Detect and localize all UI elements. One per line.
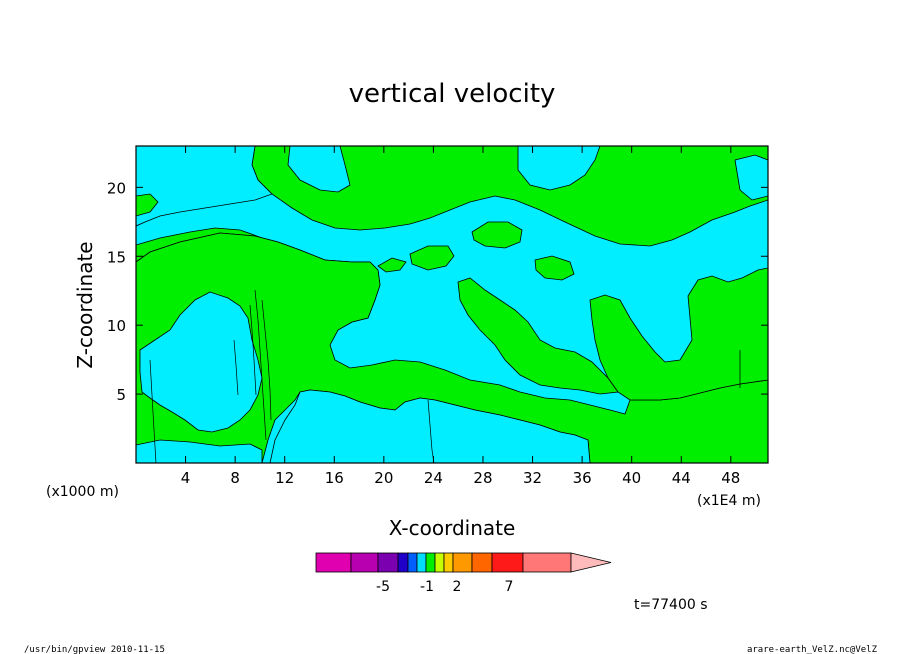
colorbar-segment: [350, 552, 379, 573]
positive-island-5: [377, 257, 407, 273]
weak-region-lower-left-pocket: [139, 291, 263, 433]
x-tick-label: 24: [424, 469, 443, 487]
positive-island-1: [471, 221, 523, 249]
colorbar-tick-labels: -5 -1 2 7: [376, 579, 513, 595]
footer-right: arare-earth_VelZ.nc@VelZ: [747, 645, 878, 654]
colorbar-segment: [416, 552, 427, 573]
weak-region-bottom-left-strip: [136, 439, 263, 463]
colorbar: [315, 552, 612, 573]
y-axis-label: Z-coordinate: [73, 241, 97, 368]
y-tick-label: 10: [107, 317, 126, 335]
colorbar-segment: [452, 552, 473, 573]
x-tick-label: 32: [523, 469, 542, 487]
plot-frame: [135, 145, 769, 464]
colorbar-segment: [434, 552, 445, 573]
x-axis-label: X-coordinate: [389, 516, 516, 540]
colorbar-segment: [407, 552, 418, 573]
x-axis-ticks: 4 8 12 16 20 24 28 32 36 40 44 48: [181, 146, 740, 487]
streak-contours: [149, 289, 741, 463]
colorbar-segment: [315, 552, 352, 573]
colorbar-segment: [491, 552, 524, 573]
positive-island-4: [457, 277, 619, 395]
weak-region-top-right-pocket: [517, 146, 601, 191]
x-tick-label: 8: [230, 469, 240, 487]
y-tick-label: 15: [107, 248, 126, 266]
colorbar-segment: [425, 552, 436, 573]
x-tick-label: 48: [721, 469, 740, 487]
colorbar-tick-label: -1: [420, 579, 434, 595]
x-tick-label: 16: [325, 469, 344, 487]
weak-region-top-left-corner: [136, 146, 273, 227]
colorbar-extension-arrow: [570, 552, 612, 573]
x-tick-label: 4: [181, 469, 191, 487]
colorbar-segment: [377, 552, 399, 573]
x-tick-label: 36: [573, 469, 592, 487]
colorbar-tick-label: 2: [453, 579, 462, 595]
colorbar-tick-label: -5: [376, 579, 390, 595]
y-tick-label: 5: [116, 386, 126, 404]
x-tick-label: 44: [672, 469, 691, 487]
colorbar-tick-label: 7: [505, 579, 514, 595]
colorbar-segment: [443, 552, 454, 573]
x-tick-label: 20: [374, 469, 393, 487]
time-label: t=77400 s: [634, 597, 708, 613]
positive-region-top-sheet: [251, 146, 768, 247]
colorbar-segment: [397, 552, 409, 573]
y-axis-ticks: 5 10 15 20: [107, 179, 768, 404]
weak-region-top-far-right-pocket: [734, 154, 768, 201]
colorbar-segment: [471, 552, 493, 573]
positive-region-left-edge: [136, 193, 159, 217]
x-axis-unit-right: (x1E4 m): [697, 493, 761, 509]
x-tick-label: 28: [473, 469, 492, 487]
chart-title: vertical velocity: [349, 79, 556, 109]
positive-island-2: [409, 245, 455, 271]
x-axis-unit-left: (x1000 m): [46, 484, 119, 500]
x-tick-label: 12: [275, 469, 294, 487]
x-tick-label: 40: [622, 469, 641, 487]
footer-left: /usr/bin/gpview 2010-11-15: [24, 645, 165, 654]
positive-island-3: [534, 255, 575, 281]
colorbar-segment: [522, 552, 572, 573]
y-tick-label: 20: [107, 179, 126, 197]
weak-region-top-left-pocket: [287, 146, 351, 193]
